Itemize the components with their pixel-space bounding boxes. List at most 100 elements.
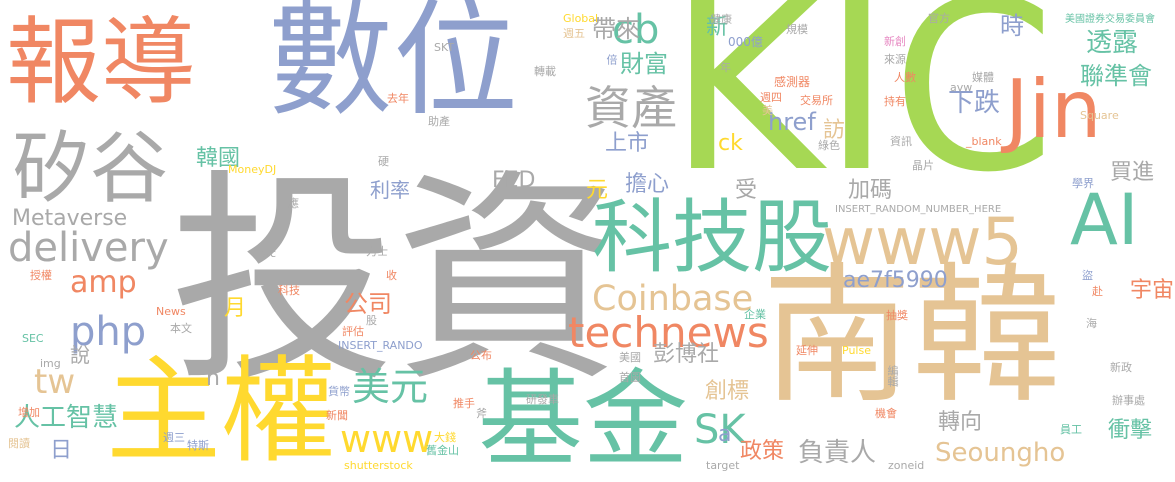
word-term-91: 應 bbox=[288, 197, 299, 210]
word-term-44: 宇宙 bbox=[1130, 278, 1175, 303]
word-tw-23: tw bbox=[34, 362, 76, 402]
word-img-104: img bbox=[40, 357, 61, 370]
word-delivery-12: delivery bbox=[8, 225, 169, 271]
word-term-37: 負責人 bbox=[798, 438, 877, 468]
word-term-31: 上市 bbox=[605, 131, 650, 156]
word-src-93: src bbox=[260, 247, 277, 260]
word-term-67: 健康 bbox=[710, 13, 732, 26]
word-term-92: 力士 bbox=[366, 245, 388, 258]
word-insert-rando-102: INSERT_RANDO bbox=[338, 339, 423, 352]
word-term-131: 赴 bbox=[1092, 285, 1103, 298]
word-term-26: 下跌 bbox=[948, 88, 1001, 118]
word-kic-1: KIC bbox=[668, 0, 1056, 224]
word-term-103: 公布 bbox=[470, 349, 492, 362]
word-term-49: 新 bbox=[706, 15, 729, 40]
word-term-77: 人數 bbox=[894, 71, 916, 84]
word-n-58: n bbox=[206, 366, 220, 391]
word-term-114: 舊金山 bbox=[426, 444, 459, 457]
word-term-128: 新政 bbox=[1110, 361, 1132, 374]
word-www5-10: www5 bbox=[822, 205, 1023, 280]
word-term-45: 政策 bbox=[740, 439, 785, 464]
word-term-46: 轉向 bbox=[938, 410, 983, 435]
word-term-130: 盜 bbox=[1082, 269, 1093, 282]
word-term-5: 主權 bbox=[106, 345, 337, 479]
word-sec-97: SEC bbox=[22, 332, 44, 345]
word-square-81: Square bbox=[1080, 109, 1119, 122]
word-term-52: 受 bbox=[735, 178, 758, 203]
word-term-42: 加碼 bbox=[848, 178, 893, 203]
word-pulse-120: Pulse bbox=[842, 344, 871, 357]
word-term-123: 編輯 bbox=[886, 365, 899, 387]
word-term-66: 助產 bbox=[428, 115, 450, 128]
word-term-82: 美國證券交易委員會 bbox=[1065, 14, 1155, 25]
word-target-124: target bbox=[706, 459, 740, 472]
word-term-121: 抽獎 bbox=[886, 309, 908, 322]
word-ae7f5990-34: ae7f5990 bbox=[843, 268, 948, 293]
word-term-106: 研發車 bbox=[526, 393, 559, 406]
word-term-110: 週三 bbox=[163, 431, 185, 444]
word-zoneid-125: zoneid bbox=[888, 459, 925, 472]
word-term-27: 時 bbox=[1000, 12, 1024, 40]
word-shutterstock-115: shutterstock bbox=[344, 459, 413, 472]
word-term-4: 南韓 bbox=[762, 250, 1063, 424]
word-term-28: 透露 bbox=[1086, 28, 1139, 58]
word-term-71: 週四 bbox=[760, 91, 782, 104]
word-technews-13: technews bbox=[568, 308, 769, 357]
word-term-8: 矽谷 bbox=[12, 124, 169, 214]
word-term-79: 持有 bbox=[884, 95, 906, 108]
word-term-38: 彭博社 bbox=[653, 342, 720, 367]
word-term-64: 轉載 bbox=[534, 65, 556, 78]
word-term-112: 特斯 bbox=[187, 439, 209, 452]
word-term-101: 本文 bbox=[170, 322, 192, 335]
word-term-116: 首圖 bbox=[619, 371, 641, 384]
word-term-53: 元 bbox=[586, 178, 609, 203]
word-term-25: 帶來 bbox=[592, 15, 640, 43]
word-term-113: 大錢 bbox=[434, 431, 456, 444]
word-term-94: 授權 bbox=[30, 269, 52, 282]
word-term-76: 來源 bbox=[884, 53, 906, 66]
word-href-30: href bbox=[768, 108, 816, 136]
word-term-119: 延伸 bbox=[796, 344, 818, 357]
word-global-60: Global bbox=[563, 12, 599, 25]
word-term-68: 規模 bbox=[786, 23, 808, 36]
word-term-3: 報導 bbox=[6, 8, 197, 118]
word-term-100: 評估 bbox=[342, 325, 364, 338]
word-term-24: 財富 bbox=[620, 50, 668, 78]
word-ai-11: AI bbox=[1070, 179, 1139, 261]
word-term-48: 創標 bbox=[705, 379, 750, 404]
word-news-98: News bbox=[156, 305, 186, 318]
word-term-55: 說 bbox=[70, 343, 90, 367]
word-php-18: php bbox=[70, 309, 147, 355]
word-a-57: a bbox=[718, 422, 732, 447]
word-term-99: 股 bbox=[366, 314, 377, 327]
word-amp-20: amp bbox=[70, 265, 137, 300]
word-insert-random-number-here-88: INSERT_RANDOM_NUMBER_HERE bbox=[835, 204, 1002, 215]
word-coinbase-16: Coinbase bbox=[592, 279, 754, 319]
word-term-73: 年 bbox=[720, 61, 731, 74]
word-moneydj-89: MoneyDJ bbox=[228, 163, 277, 176]
word-term-40: 利率 bbox=[370, 178, 410, 202]
word-term-126: 員工 bbox=[1060, 423, 1082, 436]
word-term-51: 訪 bbox=[823, 118, 846, 143]
word-term-70: 交易所 bbox=[800, 94, 833, 107]
word-term-63: 倍 bbox=[605, 54, 618, 65]
word-cb-15: cb bbox=[612, 7, 660, 53]
word-sk-21: SK bbox=[694, 407, 746, 453]
word-term-6: 基金 bbox=[478, 359, 689, 481]
word-term-62: 週五 bbox=[563, 27, 585, 40]
word-term-9: 科技股 bbox=[592, 191, 832, 284]
word-term-129: 海 bbox=[1086, 317, 1097, 330]
word-term-75: 新創 bbox=[884, 35, 906, 48]
word-term-36: 人工智慧 bbox=[14, 403, 119, 433]
word-blank-84: _blank bbox=[966, 135, 1002, 148]
word-term-87: 學界 bbox=[1072, 177, 1094, 190]
word-term-95: 收 bbox=[386, 269, 397, 282]
word-term-43: 買進 bbox=[1110, 160, 1155, 185]
word-term-69: 感測器 bbox=[774, 75, 811, 89]
word-fed-33: FED bbox=[492, 168, 536, 193]
word-term-65: 去年 bbox=[387, 92, 409, 105]
word-jin-7: Jin bbox=[1005, 63, 1102, 156]
word-seoungho-22: Seoungho bbox=[935, 438, 1066, 468]
word-skt-61: SKT bbox=[434, 41, 455, 54]
